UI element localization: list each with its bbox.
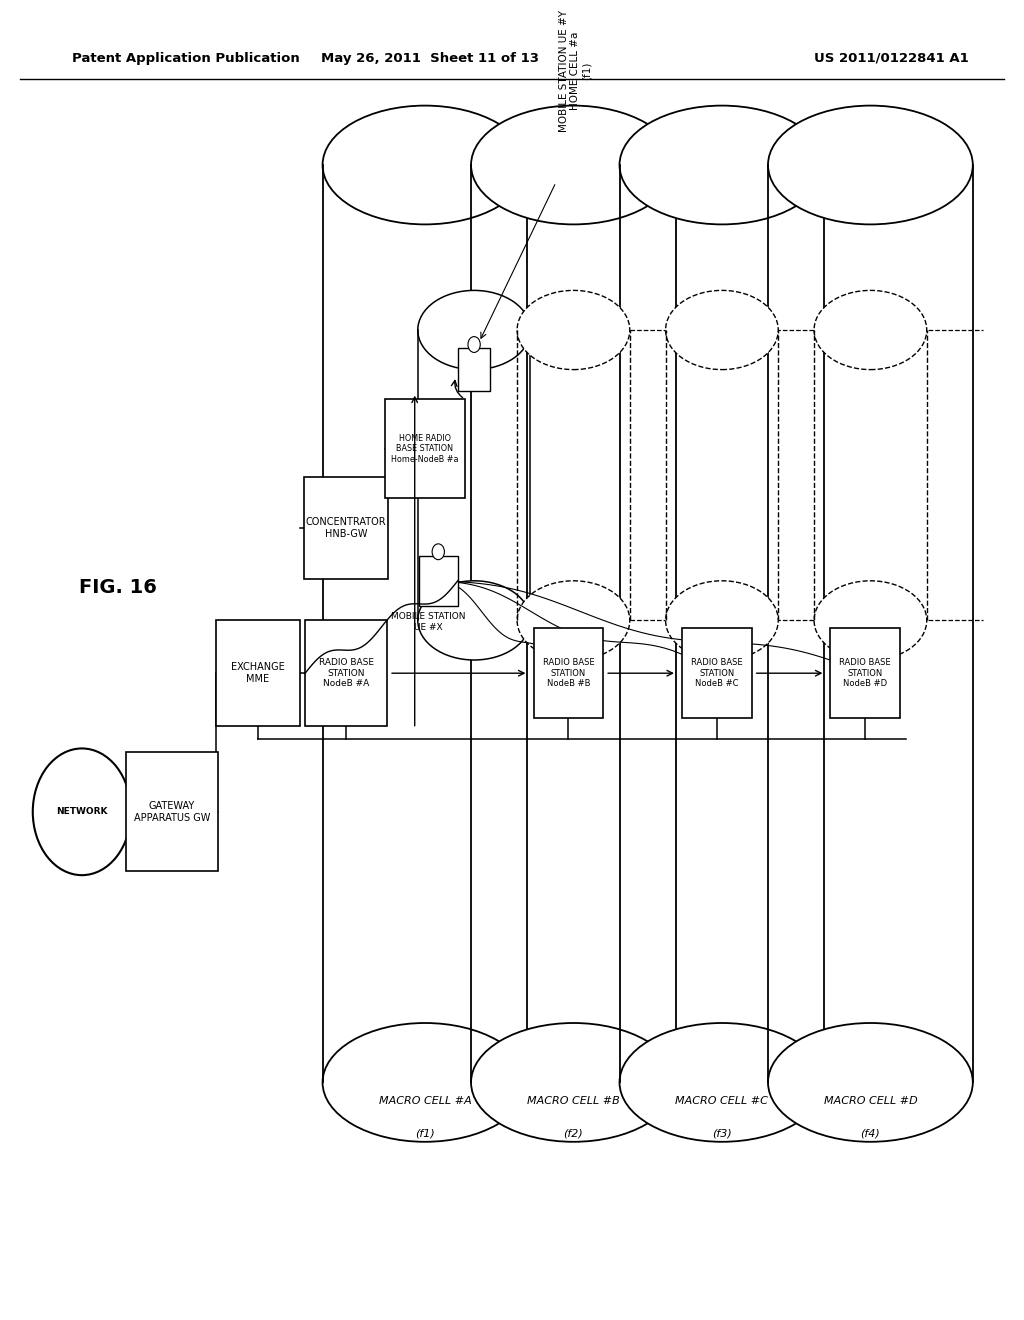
Bar bbox=[216, 620, 300, 726]
Text: GATEWAY
APPARATUS GW: GATEWAY APPARATUS GW bbox=[134, 801, 210, 822]
Text: (f4): (f4) bbox=[860, 1129, 881, 1139]
Ellipse shape bbox=[517, 581, 630, 660]
Text: US 2011/0122841 A1: US 2011/0122841 A1 bbox=[813, 51, 969, 65]
Circle shape bbox=[432, 544, 444, 560]
Ellipse shape bbox=[471, 1023, 676, 1142]
Bar bbox=[682, 628, 752, 718]
Bar bbox=[534, 628, 603, 718]
Text: (f3): (f3) bbox=[712, 1129, 732, 1139]
Text: (f2): (f2) bbox=[563, 1129, 584, 1139]
Text: RADIO BASE
STATION
NodeB #C: RADIO BASE STATION NodeB #C bbox=[691, 659, 742, 688]
Ellipse shape bbox=[418, 290, 530, 370]
Text: NETWORK: NETWORK bbox=[56, 808, 108, 816]
Bar bbox=[305, 620, 387, 726]
Bar bbox=[458, 348, 490, 391]
Text: MACRO CELL #D: MACRO CELL #D bbox=[823, 1096, 918, 1106]
Ellipse shape bbox=[323, 1023, 527, 1142]
Ellipse shape bbox=[666, 290, 778, 370]
Ellipse shape bbox=[620, 106, 824, 224]
Text: FIG. 16: FIG. 16 bbox=[79, 578, 157, 597]
Text: MOBILE STATION
UE #X: MOBILE STATION UE #X bbox=[391, 612, 465, 632]
Text: May 26, 2011  Sheet 11 of 13: May 26, 2011 Sheet 11 of 13 bbox=[322, 51, 539, 65]
Ellipse shape bbox=[768, 1023, 973, 1142]
Bar bbox=[385, 399, 465, 498]
Ellipse shape bbox=[768, 106, 973, 224]
Ellipse shape bbox=[620, 1023, 824, 1142]
Bar bbox=[419, 556, 458, 606]
Ellipse shape bbox=[517, 290, 630, 370]
Ellipse shape bbox=[666, 581, 778, 660]
Circle shape bbox=[468, 337, 480, 352]
Text: HOME RADIO
BASE STATION
Home-NodeB #a: HOME RADIO BASE STATION Home-NodeB #a bbox=[391, 434, 459, 463]
Bar bbox=[830, 628, 900, 718]
Text: RADIO BASE
STATION
NodeB #B: RADIO BASE STATION NodeB #B bbox=[543, 659, 594, 688]
Bar bbox=[304, 477, 388, 579]
Ellipse shape bbox=[418, 581, 530, 660]
Text: CONCENTRATOR
HNB-GW: CONCENTRATOR HNB-GW bbox=[306, 517, 386, 539]
Text: MACRO CELL #C: MACRO CELL #C bbox=[676, 1096, 768, 1106]
Text: RADIO BASE
STATION
NodeB #A: RADIO BASE STATION NodeB #A bbox=[318, 659, 374, 688]
Text: (f1): (f1) bbox=[415, 1129, 435, 1139]
Ellipse shape bbox=[814, 581, 927, 660]
Ellipse shape bbox=[323, 106, 527, 224]
Text: MACRO CELL #B: MACRO CELL #B bbox=[527, 1096, 620, 1106]
Text: MACRO CELL #A: MACRO CELL #A bbox=[379, 1096, 471, 1106]
Text: RADIO BASE
STATION
NodeB #D: RADIO BASE STATION NodeB #D bbox=[840, 659, 891, 688]
Circle shape bbox=[33, 748, 131, 875]
Text: Patent Application Publication: Patent Application Publication bbox=[72, 51, 299, 65]
Text: MOBILE STATION UE #Y
HOME CELL #a
(f1): MOBILE STATION UE #Y HOME CELL #a (f1) bbox=[559, 11, 592, 132]
Bar bbox=[126, 752, 218, 871]
Ellipse shape bbox=[471, 106, 676, 224]
Ellipse shape bbox=[814, 290, 927, 370]
Text: EXCHANGE
MME: EXCHANGE MME bbox=[231, 663, 285, 684]
